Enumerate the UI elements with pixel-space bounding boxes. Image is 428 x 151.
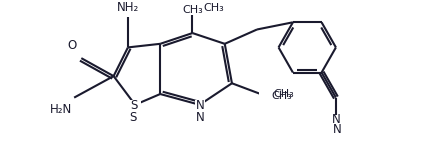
Bar [259,89,293,99]
Bar [195,100,205,110]
Text: S: S [131,99,138,112]
Text: CH₃: CH₃ [182,5,203,15]
Text: N: N [333,123,342,137]
Text: NH₂: NH₂ [117,1,139,14]
Text: N: N [196,111,205,124]
Text: CH₃: CH₃ [203,3,224,13]
Bar [176,4,208,15]
Text: O: O [68,39,77,52]
Text: CH₃: CH₃ [273,89,294,99]
Text: N: N [332,113,340,126]
Bar [129,100,141,110]
Text: CH₃: CH₃ [271,91,292,101]
Bar [332,115,340,123]
Text: S: S [130,111,137,124]
Text: N: N [196,99,205,112]
Text: H₂N: H₂N [50,103,72,116]
